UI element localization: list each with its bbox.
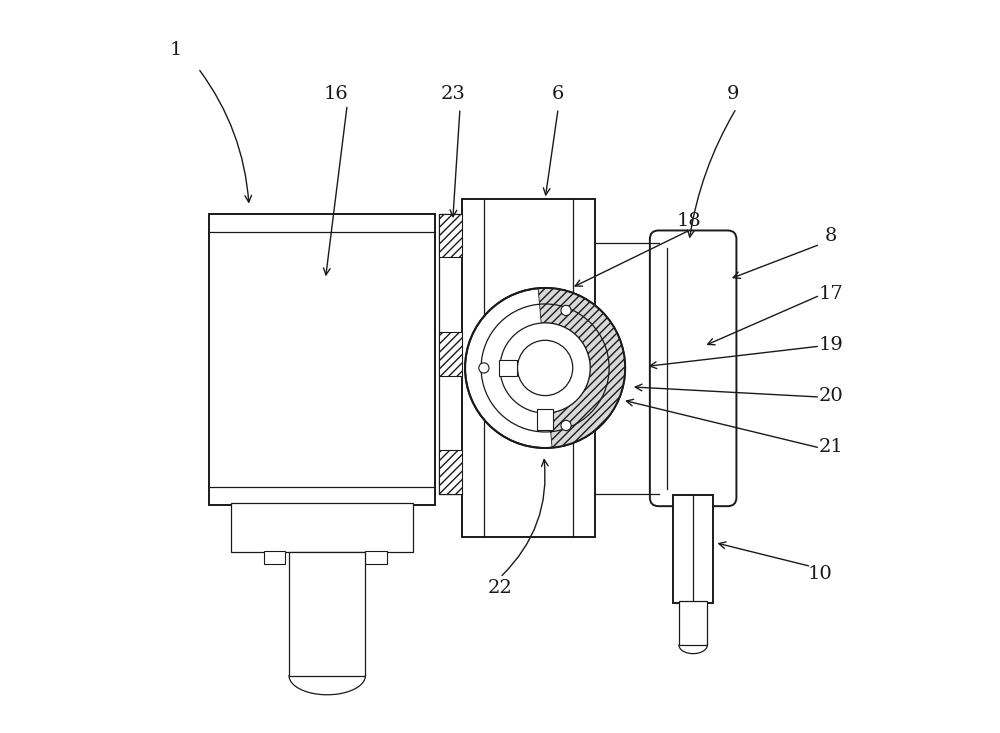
Text: 17: 17	[819, 284, 843, 303]
Text: 10: 10	[808, 565, 832, 583]
Text: 9: 9	[727, 85, 739, 103]
Circle shape	[561, 306, 571, 315]
Bar	[462, 199, 595, 537]
Bar	[673, 496, 713, 603]
Bar	[365, 551, 387, 564]
Wedge shape	[538, 288, 625, 448]
FancyBboxPatch shape	[650, 230, 736, 507]
Circle shape	[479, 363, 489, 373]
Circle shape	[500, 323, 590, 413]
Bar	[231, 503, 413, 552]
Bar	[209, 214, 435, 505]
Text: 20: 20	[819, 386, 843, 405]
Text: 8: 8	[825, 226, 837, 245]
Text: 19: 19	[819, 336, 843, 354]
Bar	[439, 450, 462, 494]
Circle shape	[517, 340, 573, 396]
Text: 23: 23	[440, 85, 465, 103]
Bar	[439, 214, 462, 257]
Bar	[679, 602, 707, 645]
Text: 21: 21	[819, 438, 843, 455]
Bar	[439, 214, 462, 494]
Bar	[537, 410, 553, 430]
Bar	[439, 332, 462, 375]
Text: 6: 6	[552, 85, 564, 103]
Text: 22: 22	[488, 579, 512, 597]
Circle shape	[561, 421, 571, 430]
Text: 16: 16	[324, 85, 349, 103]
Text: 18: 18	[677, 212, 702, 230]
Bar	[289, 552, 365, 676]
Circle shape	[465, 288, 625, 448]
Text: 1: 1	[170, 41, 182, 59]
Bar	[499, 360, 517, 376]
Bar	[264, 551, 285, 564]
